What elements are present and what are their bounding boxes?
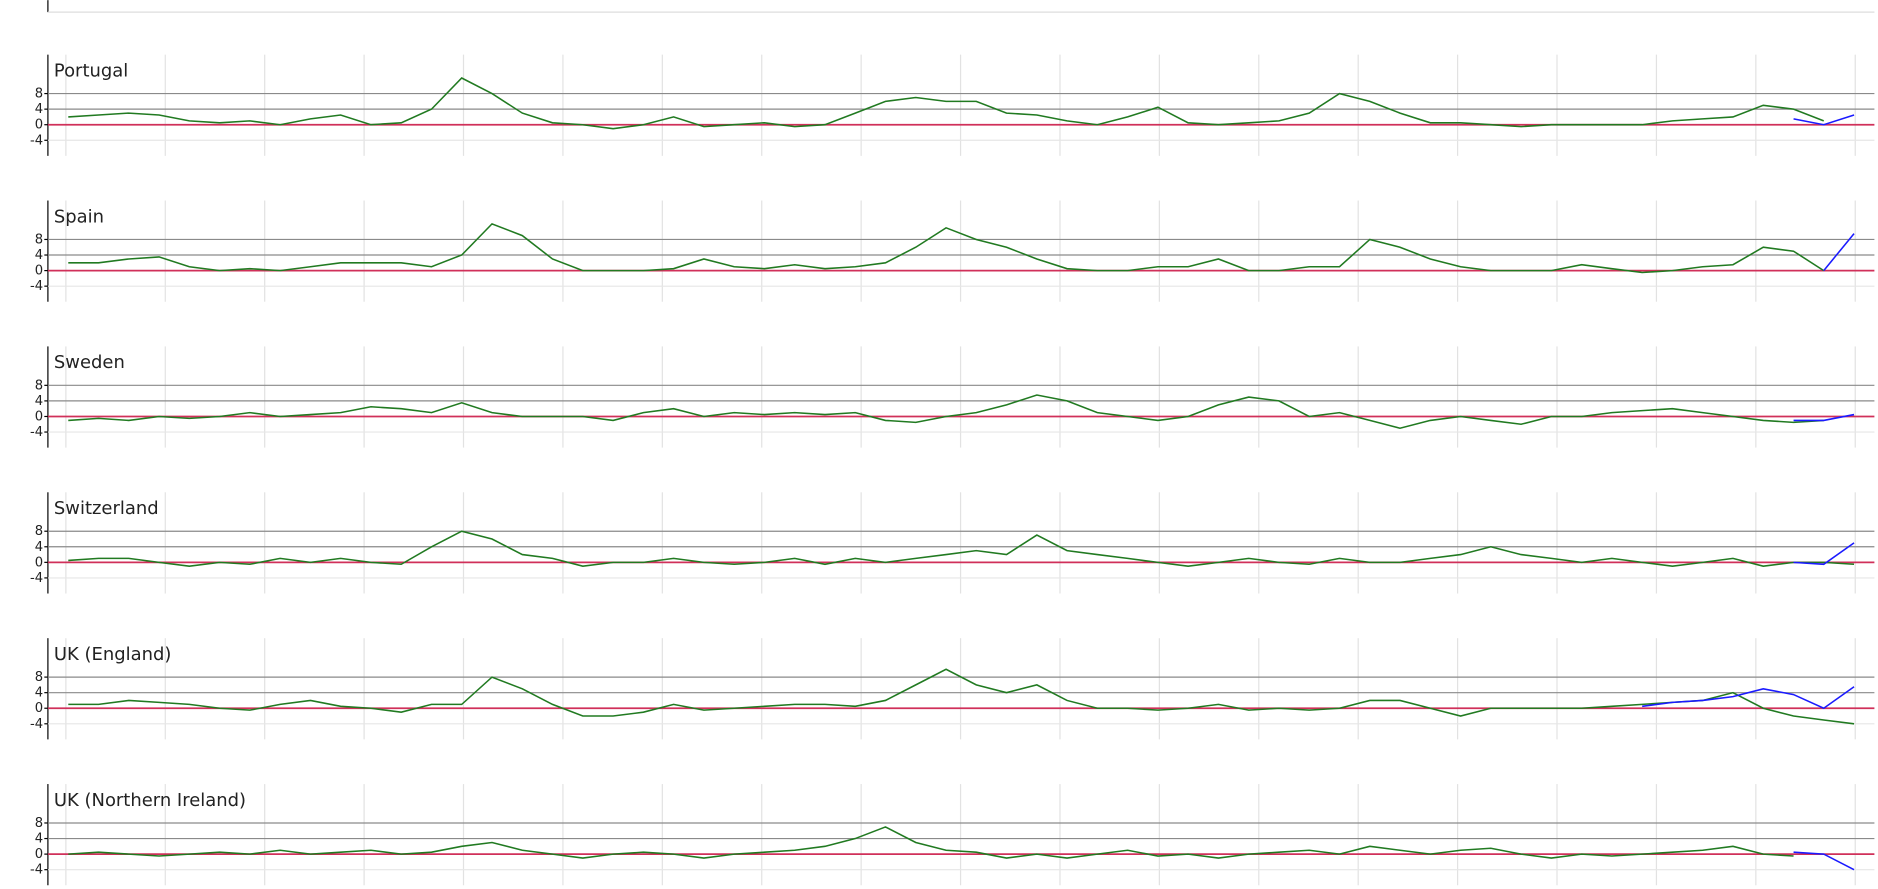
series-line — [1793, 851, 1855, 871]
y-tick-label: 0 — [35, 118, 43, 133]
series-line — [1793, 114, 1855, 126]
y-tick-label: 4 — [35, 832, 43, 847]
y-tick-label: 8 — [35, 87, 43, 102]
series-line — [68, 77, 1825, 130]
y-tick-label: 0 — [35, 409, 43, 424]
series-line — [68, 826, 1794, 859]
panel-title: Portugal — [54, 60, 128, 81]
y-tick-label: -4 — [30, 279, 43, 294]
series-line — [1823, 233, 1855, 272]
panel-title: Switzerland — [54, 498, 159, 519]
y-tick-label: 8 — [35, 232, 43, 247]
series-line — [68, 530, 1855, 567]
y-tick-label: -4 — [30, 571, 43, 586]
panel-title: Sweden — [54, 352, 125, 373]
y-tick-label: 4 — [35, 102, 43, 117]
y-tick-label: 8 — [35, 524, 43, 539]
panel-title: UK (England) — [54, 644, 172, 665]
series-line — [68, 668, 1855, 725]
series-line — [68, 394, 1824, 430]
y-tick-label: 8 — [35, 670, 43, 685]
y-tick-label: -4 — [30, 717, 43, 732]
y-tick-label: 8 — [35, 816, 43, 831]
series-line — [1793, 413, 1855, 422]
panel-title: UK (Northern Ireland) — [54, 790, 246, 811]
series-line — [68, 222, 1825, 274]
series-line — [1642, 686, 1855, 710]
y-tick-label: 4 — [35, 248, 43, 263]
y-tick-label: 0 — [35, 847, 43, 862]
panel-title: Spain — [54, 206, 104, 227]
y-tick-label: 4 — [35, 540, 43, 555]
y-tick-label: 8 — [35, 378, 43, 393]
y-tick-label: -4 — [30, 425, 43, 440]
series-line — [1793, 542, 1855, 566]
y-tick-label: -4 — [30, 133, 43, 148]
y-tick-label: 0 — [35, 264, 43, 279]
y-tick-label: 0 — [35, 555, 43, 570]
y-tick-label: -4 — [30, 863, 43, 878]
y-tick-label: 4 — [35, 686, 43, 701]
y-tick-label: 4 — [35, 394, 43, 409]
y-tick-label: 0 — [35, 701, 43, 716]
